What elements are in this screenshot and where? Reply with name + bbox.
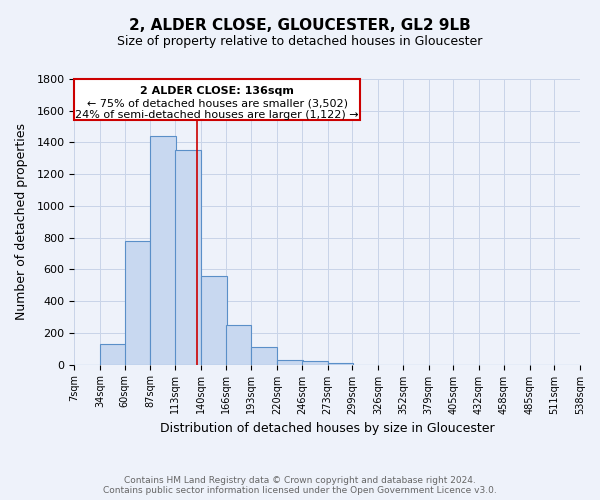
Text: Size of property relative to detached houses in Gloucester: Size of property relative to detached ho… bbox=[118, 35, 482, 48]
Bar bbox=[175, 150, 201, 364]
Text: Contains HM Land Registry data © Crown copyright and database right 2024.: Contains HM Land Registry data © Crown c… bbox=[124, 476, 476, 485]
Text: 2 ALDER CLOSE: 136sqm: 2 ALDER CLOSE: 136sqm bbox=[140, 86, 294, 96]
X-axis label: Distribution of detached houses by size in Gloucester: Distribution of detached houses by size … bbox=[160, 422, 494, 435]
Bar bbox=[125, 241, 151, 364]
Bar bbox=[277, 360, 303, 364]
Bar bbox=[226, 325, 251, 364]
FancyBboxPatch shape bbox=[74, 79, 360, 120]
Text: 24% of semi-detached houses are larger (1,122) →: 24% of semi-detached houses are larger (… bbox=[75, 110, 359, 120]
Bar bbox=[151, 136, 176, 364]
Bar bbox=[201, 276, 227, 364]
Text: Contains public sector information licensed under the Open Government Licence v3: Contains public sector information licen… bbox=[103, 486, 497, 495]
Bar bbox=[328, 363, 353, 364]
Text: ← 75% of detached houses are smaller (3,502): ← 75% of detached houses are smaller (3,… bbox=[86, 98, 347, 108]
Y-axis label: Number of detached properties: Number of detached properties bbox=[15, 124, 28, 320]
Bar bbox=[251, 347, 277, 364]
Text: 2, ALDER CLOSE, GLOUCESTER, GL2 9LB: 2, ALDER CLOSE, GLOUCESTER, GL2 9LB bbox=[129, 18, 471, 32]
Bar bbox=[100, 344, 125, 364]
Bar bbox=[302, 360, 328, 364]
